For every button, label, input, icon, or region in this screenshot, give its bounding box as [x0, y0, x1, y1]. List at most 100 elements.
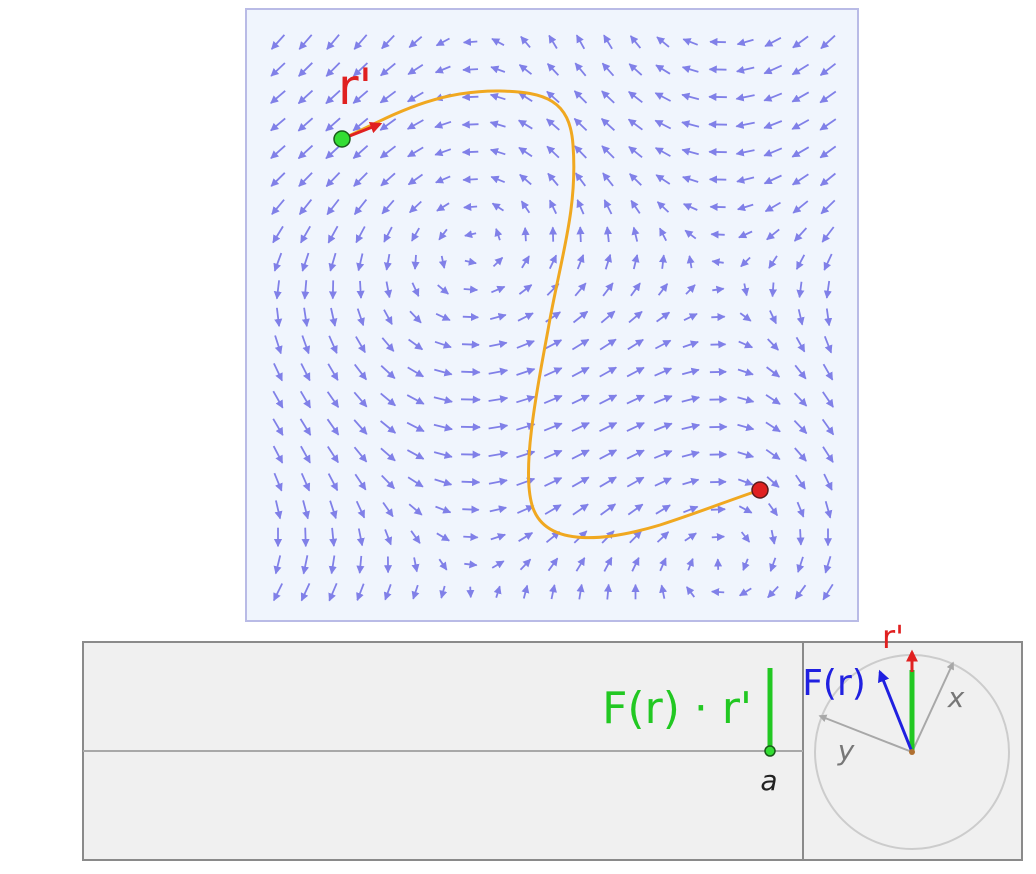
field-arrow [741, 283, 750, 297]
field-arrow [626, 394, 645, 405]
field-arrow [601, 145, 615, 159]
field-arrow [629, 35, 642, 49]
field-arrow [571, 338, 590, 351]
field-arrow [409, 200, 422, 214]
field-arrow [738, 230, 753, 239]
field-arrow [599, 421, 618, 433]
field-arrow [823, 473, 833, 491]
field-arrow [736, 175, 755, 184]
field-arrow [796, 309, 805, 326]
field-arrow [738, 340, 754, 349]
field-arrow [407, 63, 424, 76]
field-arrow [356, 583, 365, 602]
field-arrow [325, 171, 341, 188]
field-arrow [356, 528, 365, 547]
field-arrow [712, 285, 725, 294]
field-arrow [461, 120, 479, 129]
field-arrow [628, 310, 643, 324]
field-arrow [325, 144, 341, 160]
field-arrow [516, 477, 536, 487]
field-arrow [406, 449, 425, 460]
field-arrow [327, 446, 339, 464]
field-arrow [466, 586, 475, 599]
field-arrow [492, 256, 504, 268]
field-arrow [299, 418, 312, 436]
field-arrow [710, 505, 726, 514]
field-arrow [768, 255, 778, 269]
field-arrow [462, 65, 479, 74]
field-arrow [763, 92, 783, 102]
field-arrow [602, 172, 614, 187]
field-arrow [326, 391, 340, 408]
field-arrow [794, 447, 807, 462]
field-arrow [819, 90, 837, 104]
field-arrow [270, 34, 286, 50]
field-arrow [549, 584, 557, 600]
y-axis-arrow [818, 714, 913, 753]
field-arrow [433, 396, 453, 404]
field-arrow [384, 529, 393, 546]
field-arrow [381, 474, 395, 490]
field-arrow [574, 282, 587, 297]
field-arrow [682, 477, 700, 486]
field-arrow [792, 200, 809, 214]
field-arrow [822, 446, 834, 463]
field-arrow [824, 308, 833, 327]
field-arrow [411, 227, 420, 242]
field-arrow [299, 390, 312, 409]
field-arrow [571, 422, 590, 432]
path-start-point[interactable] [333, 130, 351, 148]
field-arrow [603, 226, 613, 243]
field-arrow [742, 558, 750, 571]
field-arrow [407, 366, 424, 378]
path-end-point[interactable] [751, 481, 769, 499]
field-arrow [576, 199, 585, 215]
field-arrow [273, 555, 282, 575]
field-arrow [270, 62, 286, 77]
field-arrow [518, 284, 533, 295]
field-arrow [737, 478, 754, 486]
field-arrow [383, 253, 392, 271]
path-curve[interactable] [340, 89, 762, 540]
field-arrow [406, 394, 425, 405]
field-arrow [796, 556, 805, 573]
x-axis-arrow [911, 661, 954, 753]
field-arrow [630, 282, 641, 297]
field-arrow [356, 308, 365, 327]
field-arrow [384, 281, 393, 299]
field-arrow [518, 91, 533, 103]
field-arrow [791, 91, 810, 103]
field-arrow [301, 307, 310, 328]
field-arrow [681, 367, 700, 376]
field-arrow [822, 363, 834, 381]
field-arrow [438, 255, 447, 269]
field-arrow [329, 527, 338, 547]
field-arrow [488, 367, 509, 376]
field-arrow [573, 117, 588, 132]
field-arrow [796, 281, 805, 299]
field-arrow [489, 312, 507, 321]
field-arrow [298, 34, 313, 50]
field-arrow [767, 338, 779, 351]
field-arrow [768, 282, 778, 298]
field-arrow [520, 200, 531, 214]
field-arrow [655, 174, 671, 185]
field-arrow [574, 172, 587, 187]
field-arrow [653, 394, 673, 404]
param-slider-point[interactable] [764, 745, 776, 757]
field-arrow [411, 254, 420, 270]
field-arrow [355, 226, 366, 244]
field-arrow [325, 117, 341, 132]
field-arrow [738, 505, 753, 514]
field-arrow [491, 560, 505, 569]
field-arrow [765, 421, 781, 433]
field-arrow [352, 145, 369, 159]
vector-field-arrows [270, 34, 837, 602]
field-arrow [356, 253, 365, 272]
field-arrow [548, 34, 558, 49]
field-arrow [381, 199, 395, 215]
field-arrow [488, 477, 508, 486]
field-arrow [300, 363, 311, 382]
field-arrow [301, 555, 310, 575]
product-label: F(r) · r' [602, 683, 752, 734]
